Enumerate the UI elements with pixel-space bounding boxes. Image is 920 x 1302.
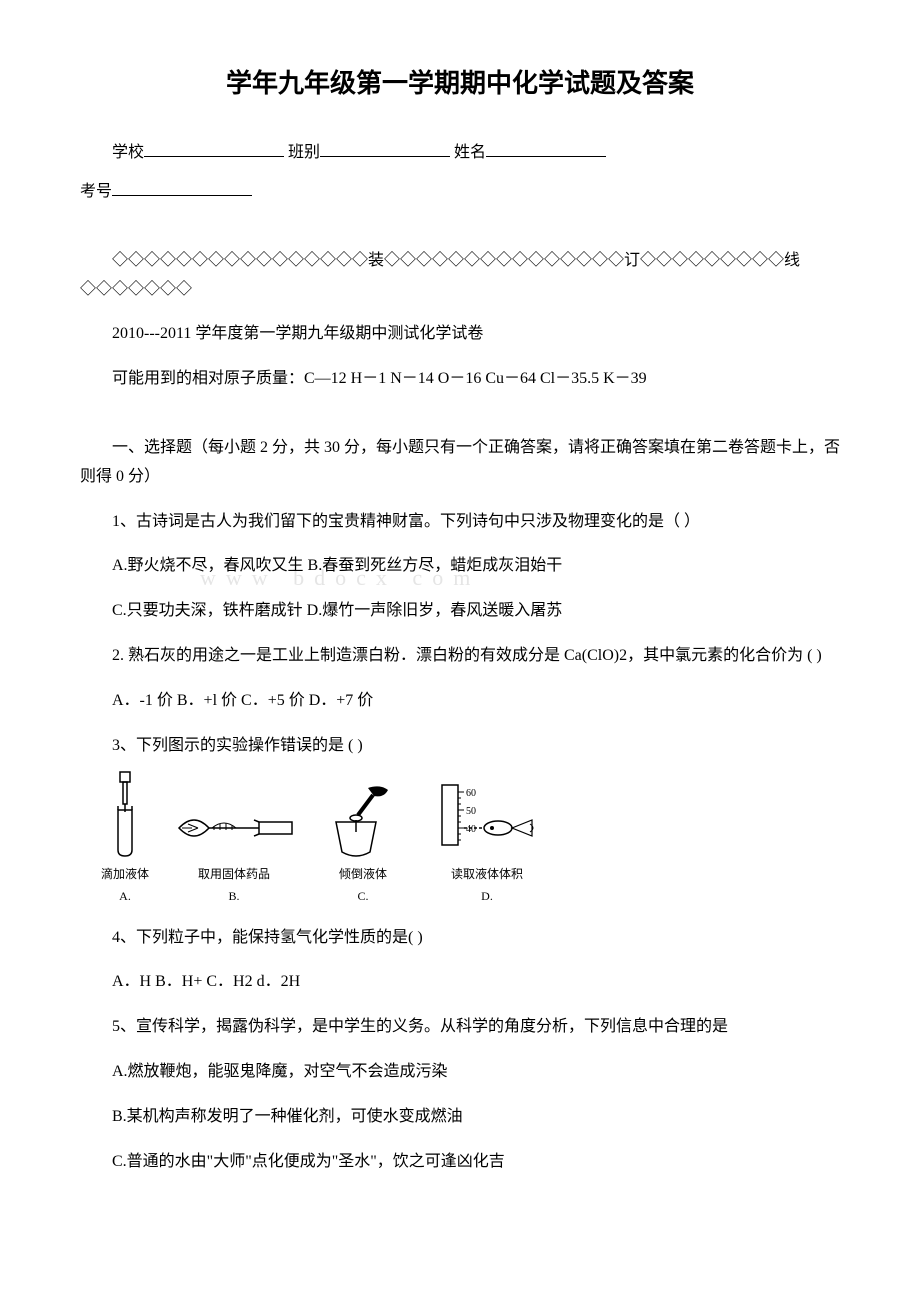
q1-options-cd: C.只要功夫深，铁杵磨成针 D.爆竹一声除旧岁，春风送暖入屠苏 (80, 597, 840, 626)
school-label: 学校 (112, 144, 144, 161)
q3-stem: 3、下列图示的实验操作错误的是 ( ) (80, 732, 840, 761)
class-blank (320, 137, 450, 157)
q1-options-ab: A.野火烧不尽，春风吹又生 B.春蚕到死丝方尽，蜡炬成灰泪始干 (80, 552, 840, 581)
tick-60: 60 (466, 788, 476, 799)
student-info-line1: 学校 班别 姓名 (80, 137, 840, 168)
q3-diagrams: 滴加液体 A. 取用固体药品 B. 倾倒液体 C. 60 50 (100, 770, 840, 907)
section-1-heading: 一、选择题（每小题 2 分，共 30 分，每小题只有一个正确答案，请将正确答案填… (80, 434, 840, 492)
q5-option-a: A.燃放鞭炮，能驱鬼降魔，对空气不会造成污染 (80, 1058, 840, 1087)
q3-c-caption: 倾倒液体 (339, 864, 387, 886)
page-title: 学年九年级第一学期期中化学试题及答案 (80, 60, 840, 107)
q3-d-letter: D. (481, 886, 493, 908)
school-blank (144, 137, 284, 157)
q4-options: A．H B．H+ C．H2 d．2H (80, 968, 840, 997)
q4-stem: 4、下列粒子中，能保持氢气化学性质的是( ) (80, 924, 840, 953)
q2-stem: 2. 熟石灰的用途之一是工业上制造漂白粉．漂白粉的有效成分是 Ca(ClO)2，… (80, 642, 840, 671)
q3-b-caption: 取用固体药品 (198, 864, 270, 886)
student-info-line2: 考号 (80, 176, 840, 207)
q3-d-caption: 读取液体体积 (451, 864, 523, 886)
q5-option-b: B.某机构声称发明了一种催化剂，可使水变成燃油 (80, 1103, 840, 1132)
class-label: 班别 (288, 144, 320, 161)
q3-a-letter: A. (119, 886, 131, 908)
tick-50: 50 (466, 806, 476, 817)
q1-stem: 1、古诗词是古人为我们留下的宝贵精神财富。下列诗句中只涉及物理变化的是（ ） (80, 508, 840, 537)
q3-diagram-d: 60 50 40 读取液体体积 D. (432, 780, 542, 907)
q2-options: A．-1 价 B．+l 价 C．+5 价 D．+7 价 (80, 687, 840, 716)
atomic-mass-line: 可能用到的相对原子质量：C—12 H－1 N－14 O－16 Cu－64 Cl－… (80, 365, 840, 394)
q3-diagram-b: 取用固体药品 B. (174, 800, 294, 907)
examno-blank (112, 176, 252, 196)
q5-stem: 5、宣传科学，揭露伪科学，是中学生的义务。从科学的角度分析，下列信息中合理的是 (80, 1013, 840, 1042)
q3-a-caption: 滴加液体 (101, 864, 149, 886)
q3-diagram-c: 倾倒液体 C. (318, 780, 408, 907)
examno-label: 考号 (80, 183, 112, 200)
q5-option-c: C.普通的水由"大师"点化便成为"圣水"，饮之可逢凶化吉 (80, 1148, 840, 1177)
name-label: 姓名 (454, 144, 486, 161)
q3-diagram-a: 滴加液体 A. (100, 770, 150, 907)
q3-b-letter: B. (228, 886, 239, 908)
q3-c-letter: C. (357, 886, 368, 908)
tick-40: 40 (466, 824, 476, 835)
name-blank (486, 137, 606, 157)
exam-subtitle: 2010---2011 学年度第一学期九年级期中测试化学试卷 (80, 320, 840, 349)
sealing-line: ◇◇◇◇◇◇◇◇◇◇◇◇◇◇◇◇装◇◇◇◇◇◇◇◇◇◇◇◇◇◇◇订◇◇◇◇◇◇◇… (80, 247, 840, 305)
